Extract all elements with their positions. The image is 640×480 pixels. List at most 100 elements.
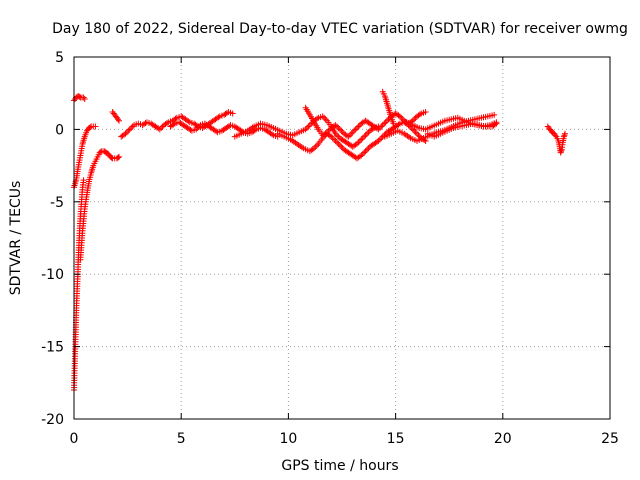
data-point [382, 119, 389, 126]
data-series [77, 148, 122, 263]
data-point [329, 135, 336, 142]
data-point [215, 114, 222, 121]
data-point [349, 129, 356, 136]
data-point [552, 132, 559, 139]
data-point [172, 115, 179, 122]
data-series [424, 120, 500, 140]
data-series [231, 113, 382, 150]
data-point [163, 120, 170, 127]
data-point [336, 142, 343, 149]
data-point [390, 120, 397, 127]
data-point [125, 127, 132, 134]
data-series [274, 119, 429, 162]
data-point [416, 111, 423, 118]
data-point [356, 138, 363, 144]
data-point [108, 154, 115, 161]
data-points [71, 88, 568, 393]
data-point [364, 130, 370, 137]
data-point [359, 135, 366, 142]
data-point [92, 123, 99, 130]
data-series [302, 104, 429, 140]
chart-title: Day 180 of 2022, Sidereal Day-to-day VTE… [52, 21, 628, 37]
data-point [376, 136, 383, 143]
plot-frame [73, 56, 611, 420]
data-point [122, 130, 129, 137]
data-point [334, 139, 340, 146]
data-point [411, 127, 418, 134]
data-point [351, 127, 358, 134]
data-point [80, 177, 87, 184]
data-point [335, 140, 342, 147]
data-point [322, 116, 329, 123]
y-tick-label: -20 [41, 412, 64, 428]
data-series [71, 123, 99, 191]
data-point [354, 125, 360, 131]
data-point [562, 130, 568, 137]
data-point [379, 122, 386, 129]
y-tick-label: -10 [41, 267, 64, 283]
x-tick-label: 10 [279, 431, 297, 447]
data-point [395, 121, 402, 128]
data-point [332, 122, 339, 129]
y-tick-label: -5 [50, 195, 64, 211]
data-point [378, 135, 385, 142]
data-point [338, 127, 345, 134]
data-point [196, 123, 203, 130]
axis-ticks: 0 5 10 15 20 25 -20 -15 -10 -5 0 5 [41, 50, 619, 447]
data-point [414, 130, 420, 137]
data-point [321, 114, 328, 121]
x-tick-label: 0 [70, 431, 79, 447]
data-point [158, 125, 165, 131]
data-point [306, 122, 313, 129]
data-point [364, 146, 370, 153]
data-series [544, 123, 568, 156]
y-tick-label: 5 [55, 50, 64, 66]
data-point [361, 133, 368, 140]
data-point [116, 153, 122, 160]
x-tick-label: 20 [494, 431, 512, 447]
y-tick-label: -15 [41, 340, 64, 356]
data-point [348, 130, 355, 137]
data-series [167, 119, 281, 140]
data-point [332, 138, 339, 144]
data-point [334, 132, 340, 139]
data-point [76, 93, 83, 100]
data-point [87, 124, 94, 131]
data-point [358, 136, 365, 143]
data-point [558, 148, 565, 155]
data-point [81, 96, 88, 102]
data-point [362, 132, 369, 139]
data-point [305, 123, 312, 130]
data-point [302, 126, 309, 133]
data-point [415, 132, 422, 139]
data-series [118, 109, 236, 140]
y-tick-label: 0 [55, 122, 64, 138]
data-point [412, 129, 419, 136]
x-tick-label: 5 [177, 431, 186, 447]
data-point [126, 126, 133, 133]
x-axis-label: GPS time / hours [281, 458, 398, 474]
y-axis-label: SDTVAR / TECUs [8, 181, 24, 296]
data-point [129, 123, 136, 130]
data-point [115, 116, 121, 123]
data-point [156, 126, 163, 133]
data-point [493, 120, 500, 127]
grid [74, 57, 610, 419]
data-point [376, 125, 383, 131]
data-point [338, 143, 345, 150]
data-point [346, 132, 353, 139]
data-point [229, 110, 236, 117]
data-point [396, 113, 403, 120]
data-point [362, 148, 369, 155]
data-point [314, 142, 320, 149]
data-point [355, 123, 362, 130]
data-series [71, 93, 88, 104]
data-point [378, 123, 385, 130]
data-point [491, 111, 498, 118]
data-point [331, 136, 338, 143]
data-point [128, 125, 135, 131]
data-series [109, 109, 122, 124]
data-point [115, 154, 121, 161]
data-series [379, 88, 397, 127]
